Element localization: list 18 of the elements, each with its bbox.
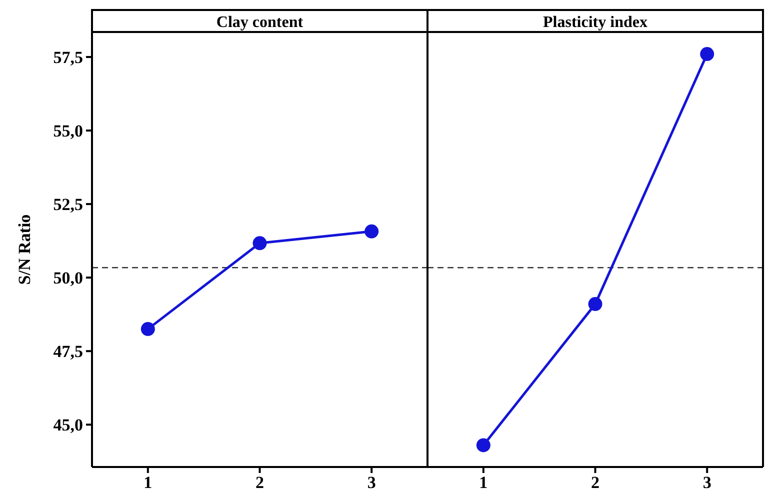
y-axis-title: S/N Ratio	[15, 214, 34, 285]
y-tick-label: 52,5	[53, 195, 83, 214]
point	[364, 224, 379, 238]
y-tick-label: 57,5	[53, 48, 83, 67]
x-tick-label: 1	[479, 473, 488, 492]
y-tick-label: 47,5	[53, 342, 83, 362]
x-tick-label: 3	[367, 473, 376, 492]
x-tick-label: 2	[256, 473, 264, 492]
x-tick-label: 1	[144, 473, 152, 492]
y-tick-label: 55,0	[53, 122, 83, 141]
chart-title: Clay content	[216, 14, 304, 31]
point	[252, 236, 267, 250]
chart-title: Plasticity index	[543, 14, 648, 31]
point	[140, 322, 155, 336]
x-tick-label: 2	[591, 473, 600, 492]
y-tick-label: 45,0	[53, 416, 83, 435]
y-tick-label: 50,0	[53, 268, 83, 288]
x-tick-label: 3	[702, 473, 712, 492]
